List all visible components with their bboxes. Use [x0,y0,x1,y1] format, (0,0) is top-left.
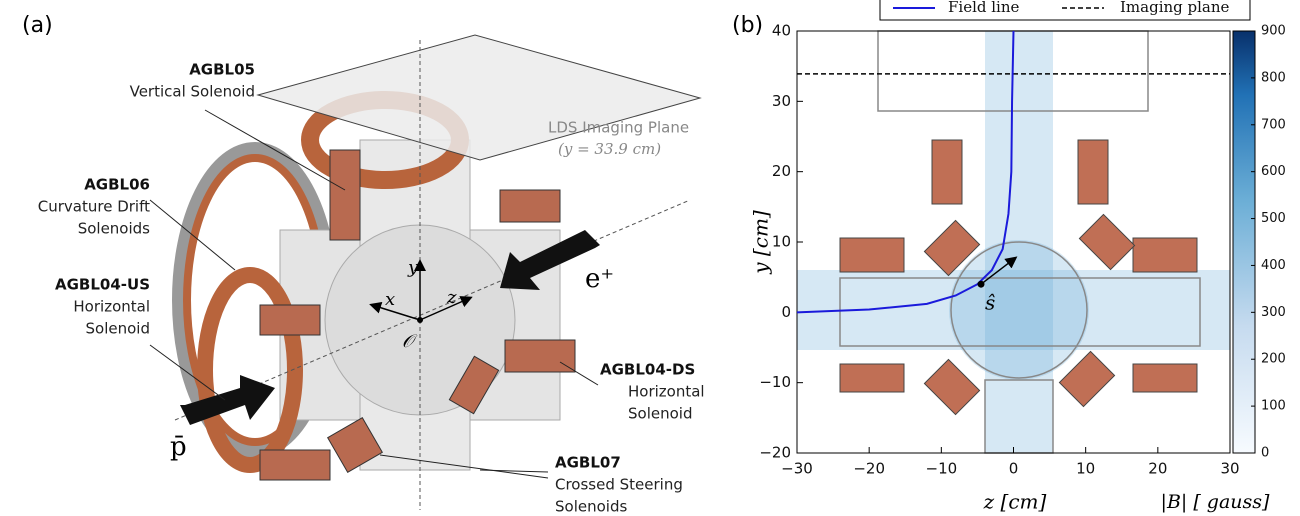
annotation-title: AGBL05 [189,61,255,79]
axis-label: y [407,257,419,278]
colorbar-label: |B| [ gauss] [1161,491,1270,513]
y-tick-label: 20 [772,162,791,180]
y-tick-label: −20 [759,444,791,462]
colorbar-tick-label: 500 [1261,211,1286,226]
field-line [796,30,1015,314]
coil [259,449,331,481]
axis-label: z [446,287,457,308]
coil [504,339,576,373]
annotation-text: Crossed Steering [555,476,683,494]
horizontal-solenoid [197,267,303,473]
coil [329,149,361,241]
y-tick-label: 40 [772,22,791,40]
colorbar-tick-label: 0 [1261,446,1269,461]
x-tick-label: −30 [781,460,813,478]
y-tick-label: 10 [772,233,791,251]
legend-label: Imaging plane [1120,0,1230,16]
colorbar-tick-label: 800 [1261,70,1286,85]
colorbar-tick-label: 300 [1261,305,1286,320]
x-tick-label: −10 [926,460,958,478]
colorbar-tick-label: 900 [1261,24,1286,39]
panel-a: (a) y x z 𝒪 e⁺ p̄ LDS Imaging Plane (y =… [22,13,705,516]
legend-label: Field line [948,0,1020,16]
colorbar-tick-label: 700 [1261,117,1286,132]
direction-arrow [980,256,1018,285]
coils [839,139,1198,416]
x-axis-label: z [cm] [983,490,1047,514]
plane-label: (y = 33.9 cm) [558,140,661,158]
direction-label: ŝ [985,291,995,315]
axis-arrow [419,296,473,321]
colorbar-tick-label: 100 [1261,399,1286,414]
annotation-title: AGBL04-DS [600,361,695,379]
plane-label: LDS Imaging Plane [548,119,689,137]
x-tick-label: 0 [1009,460,1019,478]
y-tick-label: 0 [781,303,791,321]
legend [879,0,1251,21]
beam-arrow [500,230,600,290]
beam-label: p̄ [170,432,187,462]
x-tick-label: 10 [1076,460,1095,478]
annotation-text: Curvature Drift [38,198,150,216]
leaders [149,109,599,479]
chamber-outline [839,30,1201,454]
coil [326,416,384,474]
origin [417,317,423,323]
y-tick-label: −10 [759,373,791,391]
colorbar-tick-label: 600 [1261,164,1286,179]
annotation-title: AGBL06 [84,176,150,194]
annotation-title: AGBL07 [555,454,621,472]
annotation-text: Horizontal [73,298,150,316]
x-tick-label: 20 [1148,460,1167,478]
axis-label: x [385,289,395,310]
x-tick-label: −20 [853,460,885,478]
coil [499,189,561,223]
field-region [797,31,1230,453]
annotation-text: Solenoids [78,220,150,238]
beam-label: e⁺ [585,264,614,294]
axis-arrow [369,301,421,321]
panel-label: (b) [732,13,763,38]
beam-arrow [180,375,275,425]
annotation-text: Solenoid [628,405,692,423]
y-axis-label: y [cm] [749,210,773,275]
annotation-text: Solenoids [555,498,627,516]
imaging-plane [256,34,702,161]
annotation-text: Horizontal [628,383,705,401]
colorbar-tick-label: 200 [1261,352,1286,367]
colorbar-tick-label: 400 [1261,258,1286,273]
annotation-title: AGBL04-US [55,276,150,294]
panel-label: (a) [22,13,53,38]
annotation-text: Solenoid [86,320,150,338]
colorbar [1232,30,1256,454]
coil [448,355,500,415]
y-tick-label: 30 [772,92,791,110]
annotation-text: Vertical Solenoid [130,83,255,101]
coil [259,304,321,336]
x-tick-label: 30 [1220,460,1239,478]
